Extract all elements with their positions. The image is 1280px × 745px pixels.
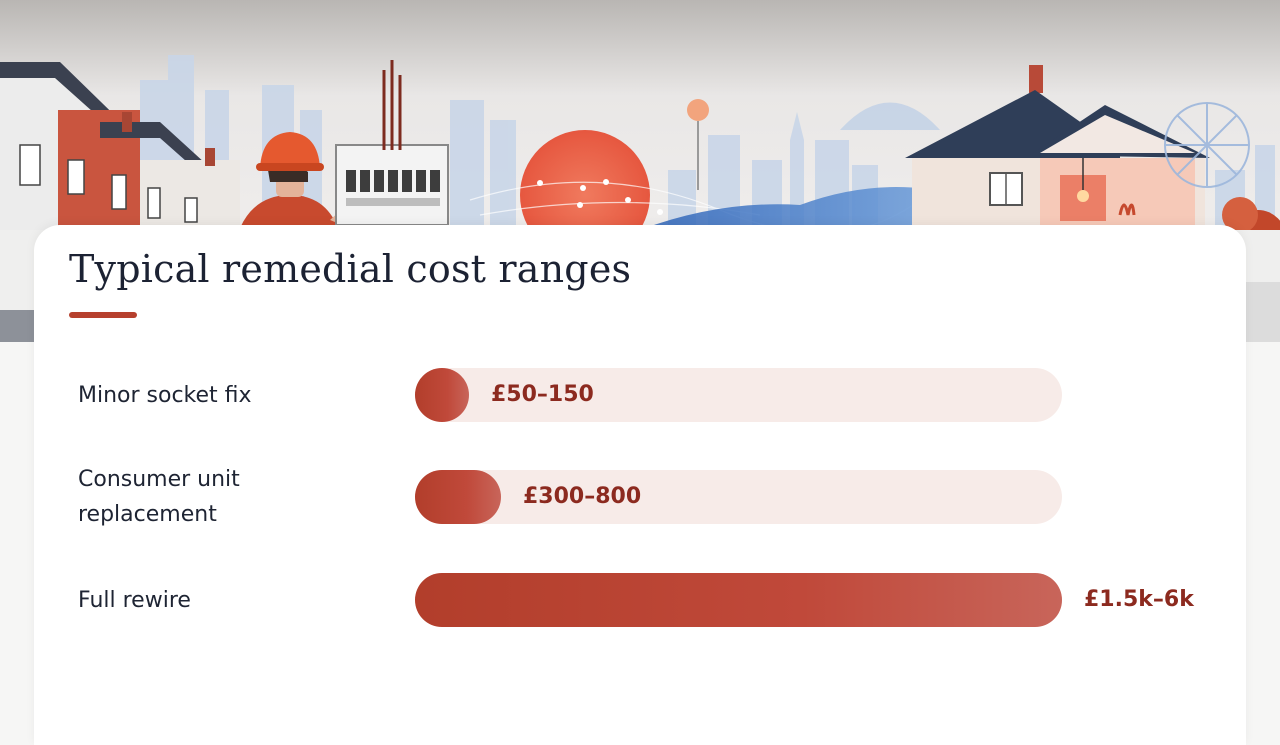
title-underline <box>69 312 137 318</box>
bar-category-label: Minor socket fix <box>78 382 252 408</box>
house-interior-icon <box>905 65 1210 230</box>
bar-fill <box>415 470 501 524</box>
bar-track <box>415 470 1062 524</box>
bar-fill <box>415 573 1062 627</box>
bar-track <box>415 368 1062 422</box>
ferris-wheel-icon <box>1164 102 1250 188</box>
bar-value-label: £1.5k–6k <box>1084 587 1194 612</box>
chart-title: Typical remedial cost ranges <box>69 247 632 291</box>
cost-range-bar-chart: Minor socket fix £50–150 Consumer unit rep… <box>34 225 1246 745</box>
bar-category-label: Full rewire <box>78 587 191 613</box>
consumer-unit-icon <box>335 60 449 226</box>
cost-card: Typical remedial cost ranges Minor socke… <box>34 225 1246 745</box>
bar-fill <box>415 368 469 422</box>
bar-category-label: Consumer unit replacement <box>78 467 240 527</box>
terraced-houses-icon <box>0 62 240 297</box>
bar-value-label: £300–800 <box>523 484 642 509</box>
bar-value-label: £50–150 <box>491 382 594 407</box>
